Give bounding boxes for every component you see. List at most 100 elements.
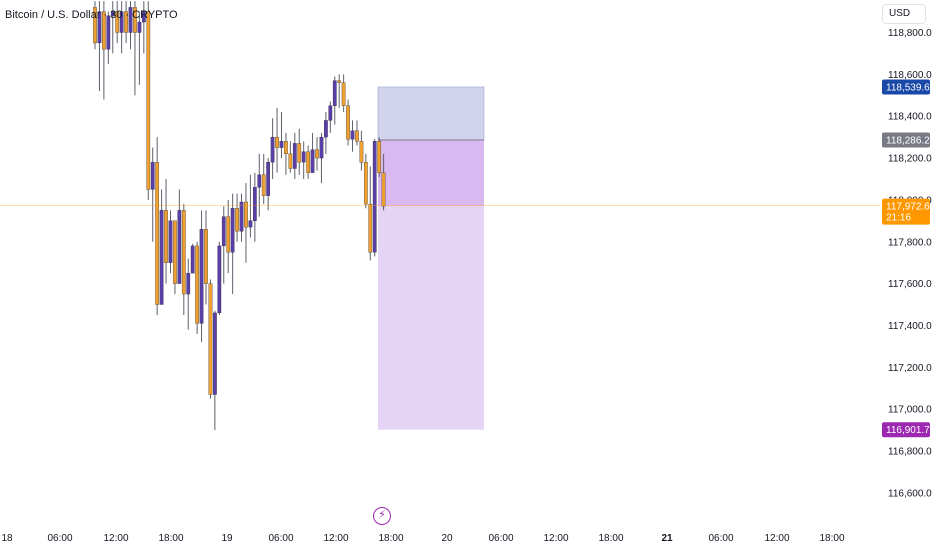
candle	[252, 172, 257, 242]
candle-body	[106, 15, 111, 50]
candle	[186, 258, 191, 330]
candle	[261, 153, 266, 205]
candle-body	[372, 141, 377, 253]
candle	[306, 145, 310, 179]
candle	[341, 74, 346, 113]
candle-body	[324, 120, 328, 138]
target-price-badge-bg	[882, 79, 930, 95]
candle	[301, 141, 306, 179]
candle	[355, 120, 359, 146]
candle	[164, 178, 168, 284]
candle-body	[359, 141, 364, 163]
candle-body	[297, 143, 302, 163]
currency-selector[interactable]: USD	[882, 4, 926, 24]
candle-body	[102, 11, 106, 50]
open-pnl-zone	[378, 140, 484, 206]
candle-body	[288, 153, 293, 169]
candle	[279, 112, 284, 159]
time-tick-label: 12:00	[103, 533, 128, 544]
candle	[208, 279, 213, 399]
candle-body	[266, 162, 271, 196]
candle-body	[284, 141, 288, 155]
position-tool[interactable]	[377, 86, 485, 430]
candle-body	[350, 130, 355, 140]
candle-body	[146, 11, 151, 190]
time-tick-label: 06:00	[268, 533, 293, 544]
candle-body	[190, 245, 195, 274]
candle-body	[186, 272, 191, 295]
candle-body	[124, 11, 128, 33]
candle	[244, 183, 248, 263]
last-price-badge-countdown: 21:16	[886, 213, 911, 224]
candle	[110, 1, 115, 54]
candle-body	[213, 312, 217, 395]
candle	[137, 11, 142, 85]
symbol-title[interactable]: Bitcoin / U.S. Dollar · 30 · CRYPTO	[5, 9, 178, 21]
candle-body	[239, 201, 244, 232]
candle-body	[155, 162, 160, 305]
candle	[204, 210, 208, 305]
position-zones	[377, 86, 485, 430]
candle	[377, 137, 382, 177]
time-tick-label: 12:00	[323, 533, 348, 544]
price-tick-label: 118,400.00	[888, 112, 932, 123]
candle-body	[270, 136, 275, 163]
candle	[221, 206, 226, 284]
candle-body	[377, 141, 382, 173]
candle	[150, 147, 155, 242]
stop-zone	[378, 205, 484, 430]
candle	[217, 241, 222, 315]
candle-body	[381, 172, 386, 207]
time-axis[interactable]: 18 06:00 12:00 18:00 19 06:00 12:00 18:00 20 06:0…	[1, 533, 845, 544]
stop-price-badge-text: 116,901.73	[886, 425, 932, 436]
target-price-badge: 118,539.67	[882, 79, 932, 95]
candle-body	[275, 136, 279, 148]
candle-body	[310, 149, 315, 173]
candle	[155, 137, 160, 315]
candle	[124, 1, 128, 43]
candle-body	[306, 151, 310, 173]
time-tick-label: 18:00	[598, 533, 623, 544]
target-price-badge-text: 118,539.67	[886, 82, 932, 93]
candle	[190, 243, 195, 274]
candle	[226, 199, 231, 274]
time-tick-label: 12:00	[764, 533, 789, 544]
candle-body	[341, 82, 346, 106]
candle	[266, 158, 271, 211]
candle-body	[110, 11, 115, 16]
candle-body	[119, 11, 124, 33]
stop-price-badge: 116,901.73	[882, 422, 932, 438]
candle	[257, 153, 262, 217]
candle-body	[159, 210, 164, 305]
candle	[213, 310, 217, 431]
candle-body	[368, 203, 373, 253]
candle-body	[133, 7, 137, 33]
candle	[372, 139, 377, 257]
candle-body	[257, 174, 262, 188]
candle	[133, 1, 137, 96]
candle	[284, 132, 288, 175]
time-tick-label: 21	[661, 533, 673, 544]
candle-body	[221, 216, 226, 247]
candle-body	[93, 7, 97, 44]
candle-body	[137, 21, 142, 33]
candle-body	[261, 174, 266, 196]
candle-body	[177, 210, 182, 284]
candle	[275, 107, 279, 173]
price-tick-label: 117,200.00	[888, 363, 932, 374]
candle-body	[141, 11, 146, 23]
time-tick-label: 06:00	[47, 533, 72, 544]
time-tick-label: 19	[221, 533, 233, 544]
candle	[168, 210, 173, 274]
candle	[288, 141, 293, 173]
candle	[368, 166, 373, 261]
candle-body	[337, 80, 342, 83]
candle-body	[204, 229, 208, 284]
entry-price-badge-text: 118,286.25	[886, 136, 932, 147]
candle-body	[301, 151, 306, 163]
lightning-icon[interactable]: ⚡	[373, 507, 391, 525]
price-tick-label: 117,600.00	[888, 279, 932, 290]
